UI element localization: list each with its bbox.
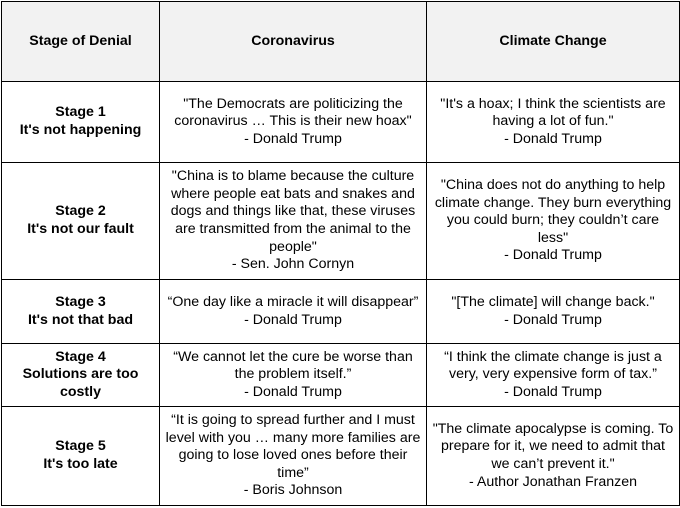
climate-source: - Donald Trump: [504, 130, 602, 147]
coronavirus-quote: "The Democrats are politicizing the coro…: [174, 95, 412, 130]
climate-cell: "It's a hoax; I think the scientists are…: [426, 81, 680, 163]
climate-quote: "The climate apocalypse is coming. To pr…: [432, 420, 674, 472]
stage-title: It's not happening: [19, 122, 142, 138]
coronavirus-quote: “We cannot let the cure be worse than th…: [173, 348, 413, 383]
climate-cell: "China does not do anything to help clim…: [426, 162, 680, 280]
coronavirus-cell: "The Democrats are politicizing the coro…: [159, 81, 427, 163]
stage-number: Stage 5: [55, 438, 106, 455]
stage-number: Stage 1: [55, 104, 106, 121]
stage-cell: Stage 5 It's too late: [1, 406, 160, 506]
climate-quote: "[The climate] will change back.": [451, 293, 655, 310]
climate-quote: "China does not do anything to help clim…: [434, 177, 672, 246]
stage-cell: Stage 1 It's not happening: [1, 81, 160, 163]
climate-source: - Donald Trump: [504, 383, 602, 400]
stage-title: It's too late: [43, 456, 118, 472]
climate-quote: "It's a hoax; I think the scientists are…: [440, 95, 666, 130]
coronavirus-quote: “It is going to spread further and I mus…: [165, 412, 421, 481]
stage-title: Solutions are too costly: [22, 366, 139, 400]
stage-cell: Stage 3 It's not that bad: [1, 279, 160, 344]
stage-cell: Stage 2 It's not our fault: [1, 162, 160, 280]
coronavirus-source: - Donald Trump: [244, 311, 342, 328]
climate-cell: "The climate apocalypse is coming. To pr…: [426, 406, 680, 506]
coronavirus-source: - Sen. John Cornyn: [231, 256, 355, 273]
coronavirus-cell: “It is going to spread further and I mus…: [159, 406, 427, 506]
coronavirus-source: - Boris Johnson: [243, 482, 343, 499]
coronavirus-cell: "China is to blame because the culture w…: [159, 162, 427, 280]
table-row: Stage 3 It's not that bad “One day like …: [1, 279, 680, 344]
table-row: Stage 5 It's too late “It is going to sp…: [1, 406, 680, 506]
coronavirus-source: - Donald Trump: [244, 130, 342, 147]
stage-number: Stage 2: [55, 203, 106, 220]
climate-source: - Donald Trump: [504, 247, 602, 264]
stage-title: It's not our fault: [27, 221, 134, 237]
table-header-row: Stage of Denial Coronavirus Climate Chan…: [1, 1, 680, 82]
coronavirus-cell: “One day like a miracle it will disappea…: [159, 279, 427, 344]
climate-source: - Donald Trump: [504, 311, 602, 328]
coronavirus-source: - Donald Trump: [244, 383, 342, 400]
table-row: Stage 1 It's not happening "The Democrat…: [1, 81, 680, 163]
climate-cell: “I think the climate change is just a ve…: [426, 343, 680, 407]
stage-title: It's not that bad: [27, 311, 134, 328]
header-stage: Stage of Denial: [1, 1, 160, 82]
header-coronavirus: Coronavirus: [159, 1, 427, 82]
table-row: Stage 2 It's not our fault "China is to …: [1, 162, 680, 280]
stage-number: Stage 3: [55, 293, 106, 310]
climate-source: - Author Jonathan Franzen: [469, 473, 637, 490]
table-row: Stage 4 Solutions are too costly “We can…: [1, 343, 680, 407]
stage-number: Stage 4: [55, 348, 106, 365]
coronavirus-cell: “We cannot let the cure be worse than th…: [159, 343, 427, 407]
header-climate-change: Climate Change: [426, 1, 680, 82]
coronavirus-quote: "China is to blame because the culture w…: [170, 168, 416, 255]
coronavirus-quote: “One day like a miracle it will disappea…: [167, 293, 419, 310]
stage-cell: Stage 4 Solutions are too costly: [1, 343, 160, 407]
climate-quote: “I think the climate change is just a ve…: [444, 348, 662, 383]
climate-cell: "[The climate] will change back." - Dona…: [426, 279, 680, 344]
